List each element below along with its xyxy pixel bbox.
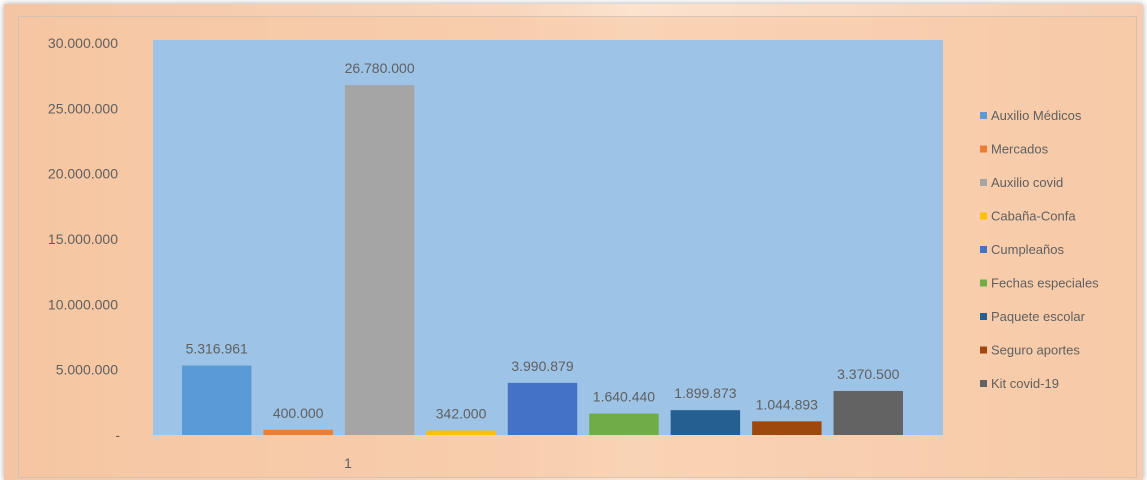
legend-swatch [980,279,987,287]
bar-caba-a-confa [426,430,496,435]
data-labels: 5.316.961 400.000 26.780.000 342.000 3.990.8… [186,60,900,421]
data-label: 26.780.000 [345,60,415,76]
legend-entry: Auxilio Médicos [991,108,1082,123]
data-label: 3.990.879 [511,358,573,374]
legend-swatch [980,380,987,387]
legend-entry: Paquete escolar [991,309,1086,324]
legend-entry: Cumpleaños [991,242,1064,257]
x-category-label: 1 [344,455,352,471]
y-tick-label: 25.000.000 [48,100,118,116]
legend-swatch [980,212,987,220]
legend-entry: Mercados [991,142,1049,157]
data-label: 1.044.893 [756,396,818,412]
bar-cumplea-os [507,382,578,435]
bar-kit-covid-19 [833,390,903,435]
data-label: 5.316.961 [186,341,248,357]
data-label: 1.899.873 [674,385,736,401]
legend: Auxilio Médicos Mercados Auxilio covid Caba… [980,108,1099,391]
data-label: 3.370.500 [837,366,899,382]
y-tick-label: 30.000.000 [48,35,118,51]
legend-swatch [980,179,987,186]
bars [182,85,903,435]
legend-entry: Fechas especiales [991,276,1099,291]
data-label: 1.640.440 [593,389,655,405]
bar-fechas-especiales [589,413,659,435]
y-tick-label: 20.000.000 [48,166,118,182]
legend-swatch [980,112,987,119]
legend-swatch [980,346,987,354]
data-label: 400.000 [273,405,324,421]
plot-area [153,40,943,435]
bar-mercados [263,429,333,435]
bar-seguro-aportes [752,421,822,435]
legend-swatch [980,246,987,253]
data-label: 342.000 [436,406,487,422]
legend-entry: Auxilio covid [991,175,1063,190]
y-axis-ticks: - 5.000.000 10.000.000 15.000.000 20.000.000… [48,35,120,443]
y-tick-label: 15.000.000 [48,231,118,247]
legend-swatch [980,145,987,153]
legend-swatch [980,313,987,320]
legend-entry: Cabaña-Confa [991,209,1076,224]
y-tick-label: - [115,427,120,443]
y-tick-label: 10.000.000 [48,296,118,312]
legend-entry: Kit covid-19 [991,376,1059,391]
y-tick-label: 5.000.000 [56,362,118,378]
bar-paquete-escolar [670,410,741,435]
bar-auxilio-covid [344,85,415,435]
bar-auxilio-m-dicos [182,365,252,435]
legend-entry: Seguro aportes [991,343,1080,358]
